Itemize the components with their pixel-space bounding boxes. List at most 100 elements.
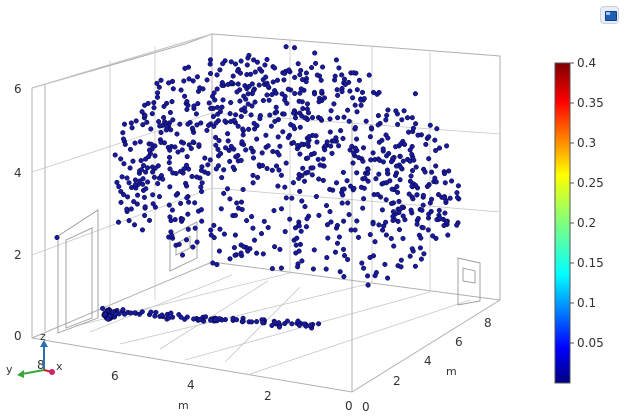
particle-point <box>151 100 157 106</box>
particle-point <box>352 124 358 131</box>
particle-point <box>142 102 148 108</box>
particle-point <box>228 100 234 106</box>
particle-point <box>406 191 412 197</box>
particle-point <box>115 219 122 225</box>
particle-point <box>194 239 200 245</box>
particle-point <box>383 232 389 238</box>
particle-point <box>275 117 281 123</box>
particle-point <box>150 169 156 175</box>
particle-point <box>213 120 219 126</box>
particle-point <box>235 123 241 129</box>
triad-y-label: y <box>6 363 13 376</box>
particle-point <box>249 81 255 87</box>
particle-point <box>225 138 231 144</box>
particle-point <box>158 129 164 136</box>
particle-point <box>356 155 362 161</box>
particle-point <box>329 150 335 156</box>
particle-point <box>360 205 366 211</box>
particle-point <box>246 52 252 58</box>
particle-point <box>120 130 126 136</box>
particle-point <box>125 194 131 200</box>
particle-point <box>427 122 433 128</box>
app-logo-shine <box>606 12 610 15</box>
particle-point <box>380 146 386 152</box>
particle-point <box>412 91 418 97</box>
particle-point <box>118 188 124 195</box>
particle-point <box>213 134 219 140</box>
particle-point <box>278 206 285 212</box>
particle-point <box>340 246 347 252</box>
particle-point <box>105 316 111 322</box>
particle-point <box>346 212 352 218</box>
particle-point <box>252 126 258 132</box>
particle-point <box>205 170 211 176</box>
particle-point <box>333 57 339 63</box>
particle-point <box>341 274 347 280</box>
y-tick-label: 6 <box>455 335 463 349</box>
particle-point <box>323 203 330 209</box>
particle-point <box>339 89 345 95</box>
particle-point <box>197 85 203 91</box>
particle-point <box>283 195 289 201</box>
colorbar-tick-label: 0.1 <box>577 296 596 310</box>
particle-point <box>373 270 379 276</box>
x-tick-label: 4 <box>187 378 195 392</box>
particle-point <box>241 142 247 148</box>
particle-point <box>380 159 386 165</box>
particle-point <box>332 249 339 255</box>
particle-point <box>286 67 292 73</box>
particle-point <box>208 105 214 111</box>
particle-point <box>346 118 352 124</box>
particle-point <box>245 248 251 254</box>
particle-point <box>313 60 319 66</box>
particle-point <box>124 206 130 212</box>
particle-point <box>173 170 179 177</box>
particle-point <box>336 65 342 71</box>
particle-point <box>183 162 190 168</box>
particle-point <box>215 111 221 117</box>
particle-point <box>260 251 266 257</box>
particle-point <box>186 76 192 82</box>
app-logo-icon[interactable] <box>600 6 619 24</box>
particle-point <box>444 143 450 149</box>
particle-point <box>133 118 139 124</box>
particle-point <box>341 114 347 120</box>
particle-point <box>345 107 351 113</box>
particle-point <box>426 156 432 162</box>
z-tick-label: 2 <box>14 248 22 262</box>
particle-point <box>178 87 184 93</box>
particle-point <box>390 217 396 224</box>
particle-point <box>221 167 227 173</box>
particle-point <box>420 192 426 198</box>
particle-point <box>156 84 162 90</box>
particle-point <box>351 70 357 76</box>
particle-point <box>132 182 138 188</box>
particle-point <box>248 71 254 77</box>
colorbar-tick-label: 0.25 <box>577 176 604 190</box>
particle-point <box>232 212 238 218</box>
particle-point <box>309 172 315 178</box>
particle-point <box>367 134 373 140</box>
particle-point <box>217 226 223 232</box>
particle-point <box>409 183 415 189</box>
particle-point <box>306 134 312 140</box>
particle-point <box>310 165 316 171</box>
particle-point <box>350 95 356 101</box>
particle-point <box>274 77 281 83</box>
particle-point <box>213 166 219 172</box>
particle-point <box>167 166 173 172</box>
particle-point <box>213 142 219 148</box>
particle-point <box>169 99 175 105</box>
particle-point <box>376 89 382 96</box>
x-axis-label: m <box>178 399 189 412</box>
particle-point <box>314 72 320 78</box>
particle-point <box>214 104 221 110</box>
particle-point <box>198 207 204 213</box>
particle-point <box>426 134 432 140</box>
particle-point <box>269 167 275 173</box>
particle-point <box>251 120 257 126</box>
particle-point <box>130 158 136 164</box>
particle-point <box>415 132 421 138</box>
particle-point <box>395 189 401 195</box>
